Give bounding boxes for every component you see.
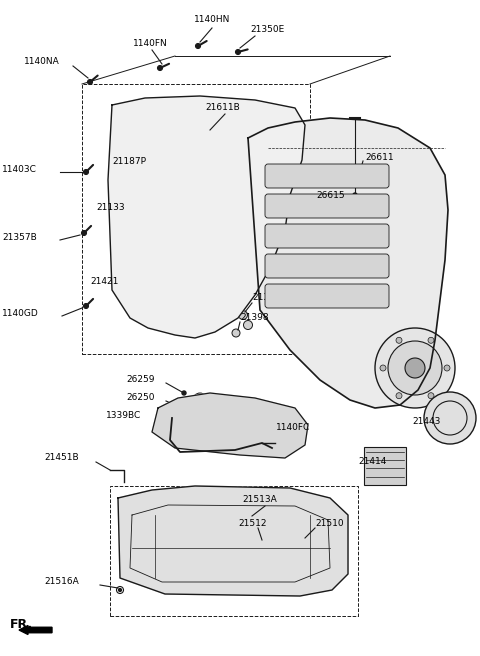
FancyBboxPatch shape <box>265 254 389 278</box>
Text: 26259: 26259 <box>126 375 155 384</box>
Circle shape <box>82 230 86 236</box>
Circle shape <box>84 169 88 174</box>
Bar <box>364 447 406 485</box>
Text: 1339BC: 1339BC <box>106 411 141 420</box>
Circle shape <box>193 393 207 407</box>
Circle shape <box>183 143 247 207</box>
Text: 21611B: 21611B <box>205 104 240 112</box>
Circle shape <box>144 115 153 125</box>
Circle shape <box>195 43 201 49</box>
Circle shape <box>280 190 289 199</box>
Text: 1140GD: 1140GD <box>2 310 39 319</box>
Circle shape <box>197 157 233 193</box>
Text: 1140NA: 1140NA <box>24 58 60 66</box>
Text: 1140HN: 1140HN <box>194 16 230 24</box>
Text: 21414: 21414 <box>358 457 386 466</box>
Circle shape <box>428 393 434 399</box>
Text: 21133: 21133 <box>96 203 125 213</box>
Text: 21187P: 21187P <box>112 157 146 167</box>
Circle shape <box>167 127 263 223</box>
Text: 21443: 21443 <box>412 417 440 426</box>
Text: 21357B: 21357B <box>2 234 37 243</box>
Circle shape <box>236 49 240 54</box>
Circle shape <box>243 321 252 329</box>
Circle shape <box>87 79 93 85</box>
Text: 21512: 21512 <box>238 520 266 529</box>
Circle shape <box>182 391 186 395</box>
Circle shape <box>444 365 450 371</box>
FancyBboxPatch shape <box>265 194 389 218</box>
Polygon shape <box>152 393 308 458</box>
Circle shape <box>388 341 442 395</box>
Circle shape <box>263 440 265 443</box>
Circle shape <box>396 337 402 343</box>
FancyBboxPatch shape <box>265 224 389 248</box>
Text: 21516A: 21516A <box>44 577 79 586</box>
Circle shape <box>178 419 182 423</box>
Text: 21510: 21510 <box>315 520 344 529</box>
Circle shape <box>424 392 476 444</box>
Circle shape <box>405 358 425 378</box>
Circle shape <box>263 554 267 558</box>
Circle shape <box>351 195 355 199</box>
Text: 21421: 21421 <box>90 277 119 287</box>
Text: 1140FC: 1140FC <box>276 424 310 432</box>
Circle shape <box>84 304 88 308</box>
Polygon shape <box>108 96 305 338</box>
Text: 26250: 26250 <box>126 394 155 403</box>
Circle shape <box>196 396 204 403</box>
Circle shape <box>262 540 266 544</box>
Circle shape <box>190 275 230 315</box>
Circle shape <box>180 406 184 410</box>
FancyBboxPatch shape <box>265 284 389 308</box>
Circle shape <box>232 329 240 337</box>
Circle shape <box>198 283 222 307</box>
Circle shape <box>257 113 266 123</box>
Text: 21398: 21398 <box>240 314 269 323</box>
Circle shape <box>375 328 455 408</box>
Bar <box>82 84 310 354</box>
Circle shape <box>428 337 434 343</box>
Text: 21350E: 21350E <box>250 26 284 35</box>
Circle shape <box>260 551 270 561</box>
Text: 26615: 26615 <box>316 190 345 199</box>
FancyBboxPatch shape <box>265 164 389 188</box>
Circle shape <box>239 310 248 319</box>
Text: 21390: 21390 <box>252 293 281 302</box>
Circle shape <box>119 588 121 592</box>
Text: 11403C: 11403C <box>2 165 37 174</box>
Bar <box>110 486 358 616</box>
Circle shape <box>249 516 252 520</box>
Text: 21513A: 21513A <box>242 495 277 504</box>
Text: 1140FN: 1140FN <box>133 39 168 49</box>
Circle shape <box>134 169 146 181</box>
Circle shape <box>396 393 402 399</box>
Circle shape <box>264 304 273 312</box>
Text: 21451B: 21451B <box>44 453 79 462</box>
Circle shape <box>353 193 357 197</box>
Circle shape <box>157 66 163 70</box>
Text: FR.: FR. <box>10 619 33 632</box>
Polygon shape <box>118 486 348 596</box>
Circle shape <box>380 365 386 371</box>
FancyArrow shape <box>19 626 52 634</box>
Text: 26611: 26611 <box>365 154 394 163</box>
Circle shape <box>208 130 212 134</box>
Polygon shape <box>248 118 448 408</box>
